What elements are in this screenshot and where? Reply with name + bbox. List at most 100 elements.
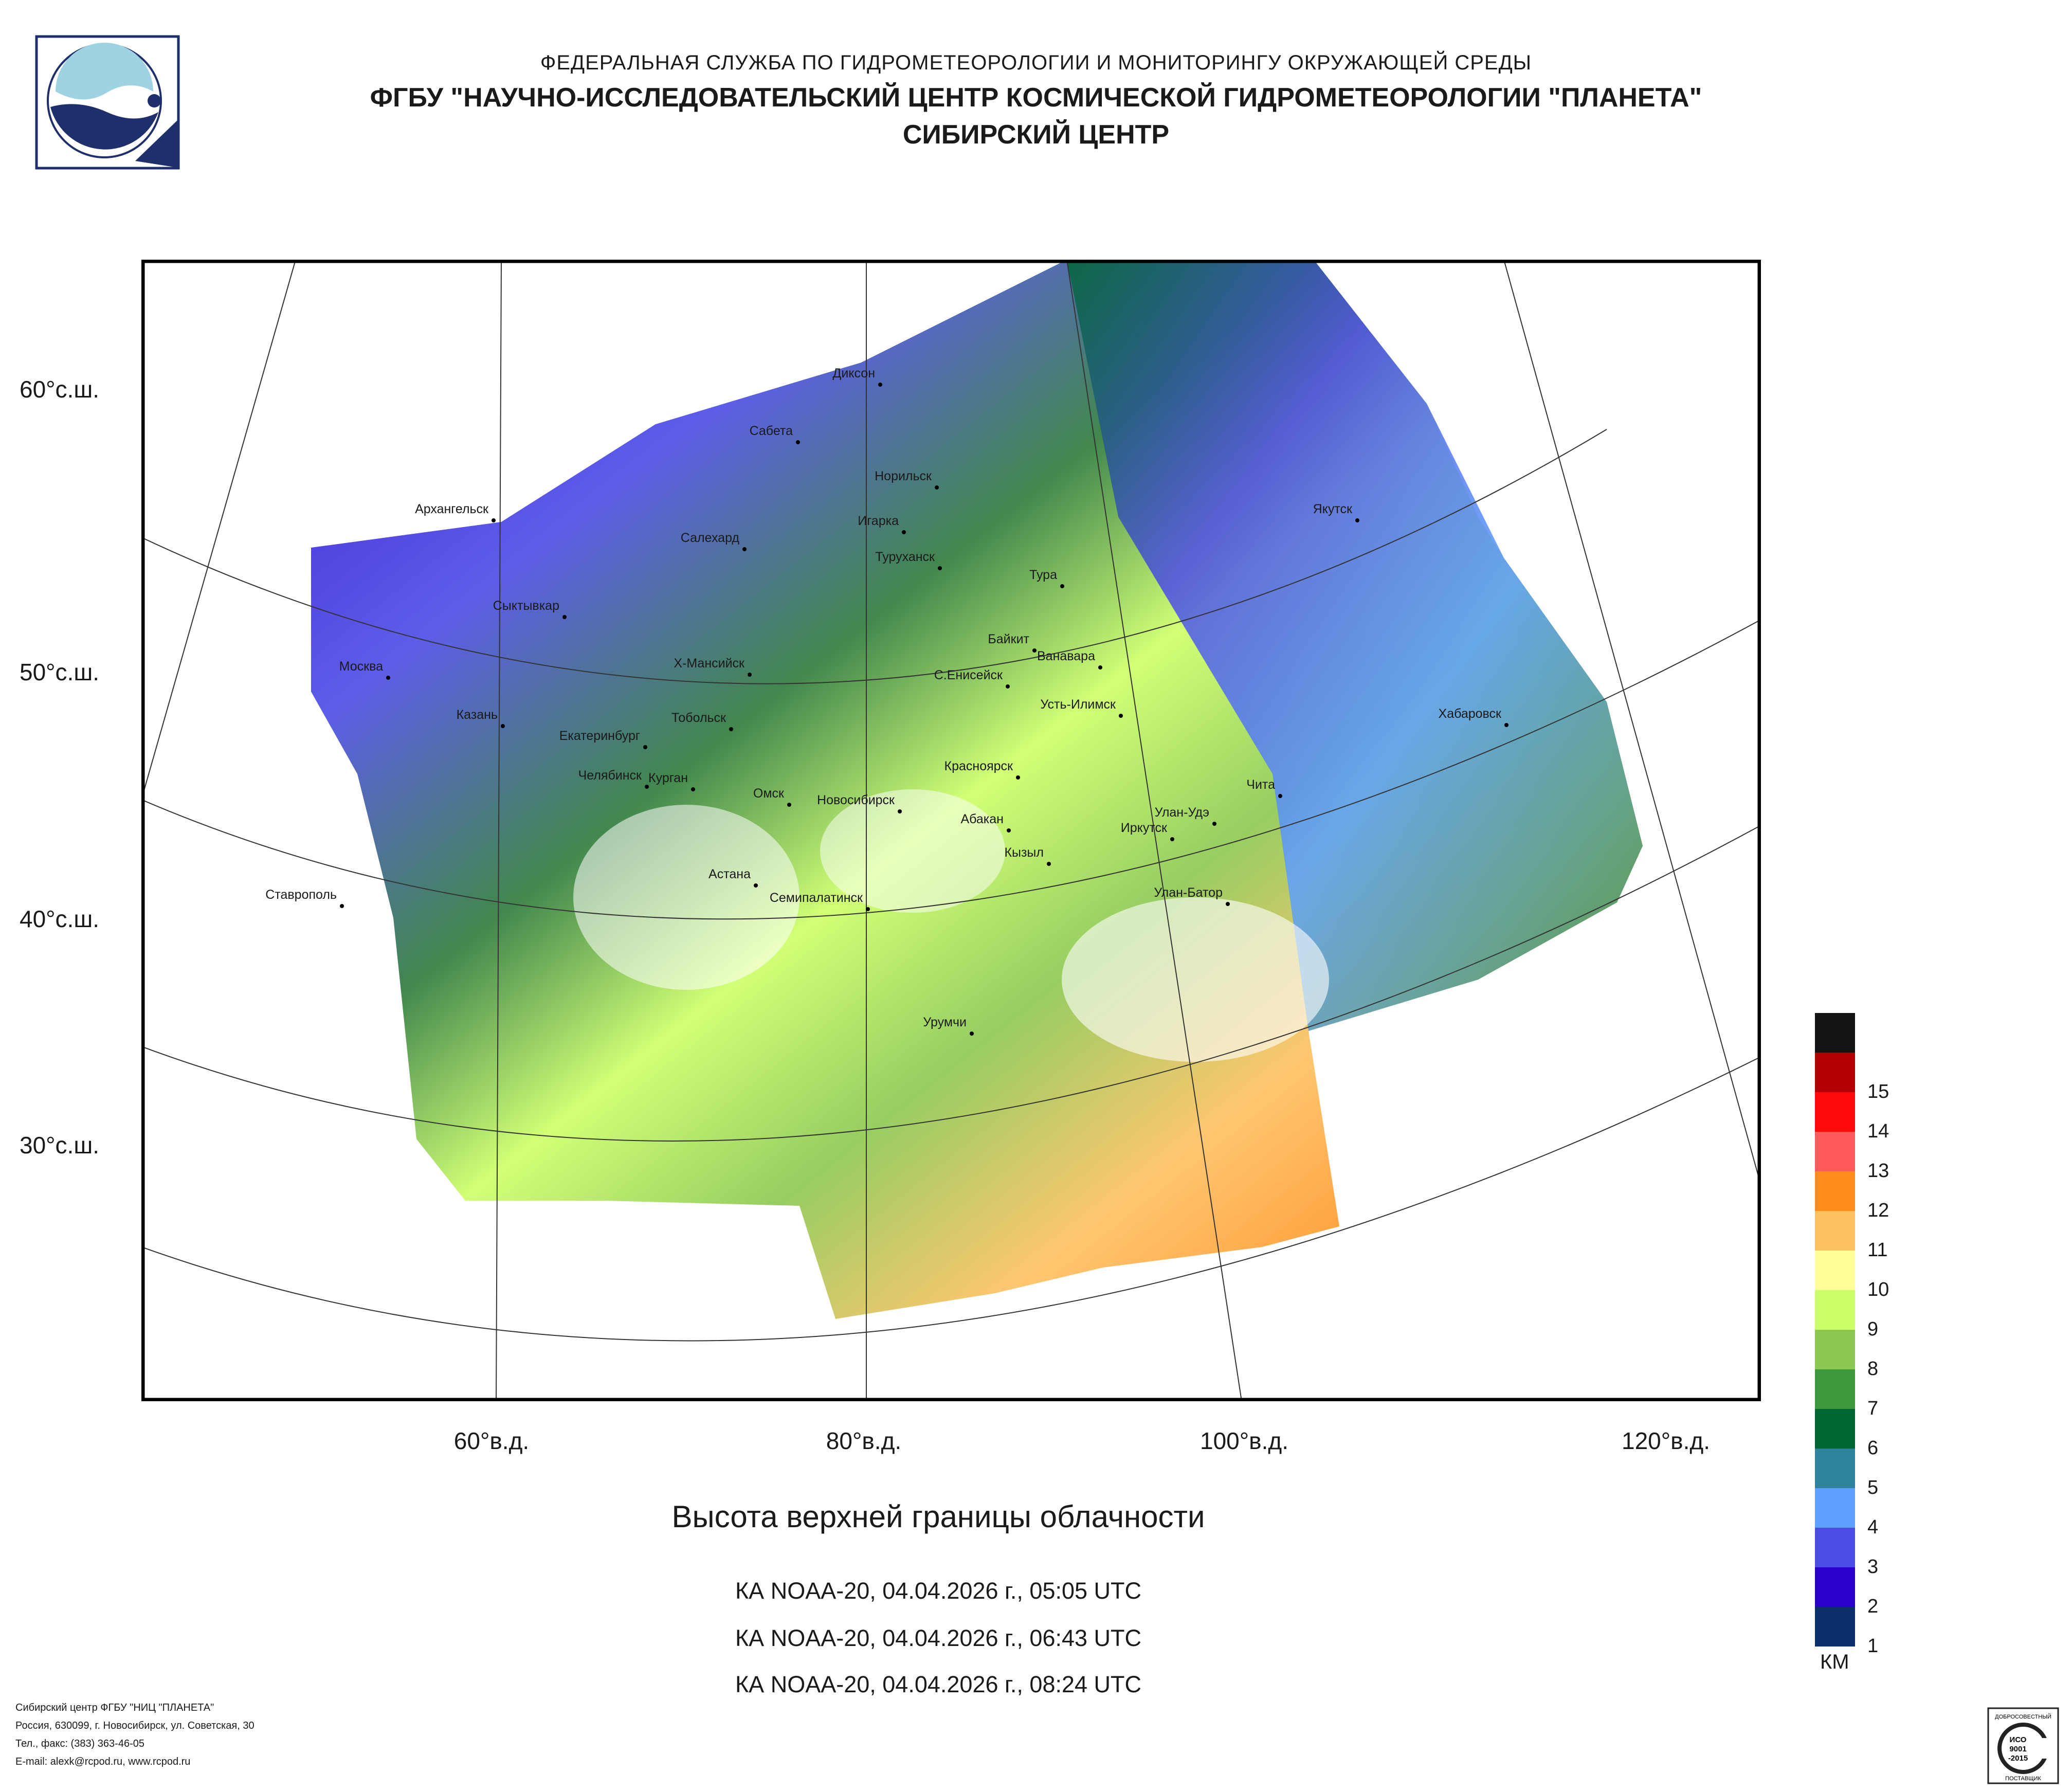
city-label: Красноярск	[944, 759, 1013, 773]
legend-label: 8	[1867, 1358, 1879, 1380]
city-label: Кызыл	[1004, 845, 1044, 860]
legend-swatch	[1815, 1132, 1855, 1171]
city-label: Байкит	[988, 632, 1029, 646]
city-label: Казань	[456, 708, 498, 722]
legend-label: 5	[1867, 1477, 1879, 1498]
city-marker	[754, 883, 758, 888]
city-marker	[748, 673, 752, 677]
city-label: Астана	[708, 867, 751, 881]
city-label: Ставрополь	[265, 888, 337, 902]
legend-label: 10	[1867, 1279, 1889, 1300]
city-marker	[1504, 723, 1508, 727]
legend-label: 13	[1867, 1160, 1889, 1182]
legend-label: 7	[1867, 1398, 1879, 1419]
city-label: Челябинск	[578, 768, 642, 783]
legend-swatch	[1815, 1369, 1855, 1409]
city-label: Тура	[1029, 568, 1057, 582]
lat-label: 50°с.ш.	[20, 659, 100, 685]
legend-label: 6	[1867, 1437, 1879, 1459]
city-label: Х-Мансийск	[674, 656, 744, 671]
city-marker	[1047, 862, 1051, 866]
city-marker	[1212, 822, 1216, 826]
cloud-top-height-map	[141, 260, 1761, 1401]
legend-label: 11	[1867, 1239, 1888, 1261]
institute-line: ФГБУ "НАУЧНО-ИССЛЕДОВАТЕЛЬСКИЙ ЦЕНТР КОС…	[370, 83, 1702, 113]
legend-label: 12	[1867, 1200, 1889, 1221]
legend-swatch	[1815, 1290, 1855, 1330]
city-label: Диксон	[832, 366, 875, 381]
legend-label: 9	[1867, 1318, 1879, 1340]
lon-label: 120°в.д.	[1622, 1427, 1710, 1454]
city-marker	[970, 1032, 974, 1036]
city-marker	[1016, 775, 1020, 780]
city-label: Урумчи	[923, 1015, 967, 1029]
iso-top-text: ДОБРОСОВЕСТНЫЙ	[1995, 1713, 2051, 1720]
city-marker	[386, 676, 390, 680]
lat-label: 40°с.ш.	[20, 906, 100, 932]
city-marker	[643, 745, 647, 749]
satellite-pass: КА NOAA-20, 04.04.2026 г., 08:24 UTC	[735, 1671, 1142, 1697]
footer-phone: Тел., факс: (383) 363-46-05	[15, 1738, 144, 1749]
city-label: Абакан	[960, 812, 1004, 826]
city-marker	[1355, 518, 1359, 522]
city-label: Новосибирск	[817, 793, 895, 807]
city-label: Усть-Илимск	[1040, 697, 1116, 712]
legend-swatch	[1815, 1251, 1855, 1290]
legend-label: 2	[1867, 1596, 1879, 1617]
city-marker	[1119, 714, 1123, 718]
legend-swatch	[1815, 1528, 1855, 1567]
city-marker	[562, 615, 567, 619]
legend-swatch	[1815, 1449, 1855, 1488]
legend-swatch	[1815, 1053, 1855, 1092]
city-marker	[1170, 837, 1174, 841]
footer-address: Россия, 630099, г. Новосибирск, ул. Сове…	[15, 1720, 255, 1731]
city-marker	[1007, 828, 1011, 833]
city-label: Норильск	[875, 469, 932, 483]
city-label: Семипалатинск	[769, 891, 863, 905]
city-label: Туруханск	[875, 550, 935, 564]
legend-swatch	[1815, 1330, 1855, 1369]
city-label: Архангельск	[415, 502, 488, 516]
city-label: Улан-Удэ	[1154, 805, 1209, 820]
legend-swatch	[1815, 1211, 1855, 1251]
city-marker	[898, 809, 902, 813]
legend-swatch	[1815, 1409, 1855, 1449]
city-label: Омск	[753, 786, 784, 801]
center-line: СИБИРСКИЙ ЦЕНТР	[902, 120, 1170, 150]
legend-label: 3	[1867, 1556, 1879, 1578]
city-marker	[691, 787, 695, 791]
city-label: Сабета	[749, 424, 793, 438]
city-label: Курган	[648, 771, 688, 785]
city-marker	[729, 727, 733, 731]
city-marker	[645, 785, 649, 789]
planeta-logo	[35, 35, 180, 170]
city-label: Салехард	[680, 531, 739, 545]
city-marker	[1098, 665, 1102, 670]
city-label: Ванавара	[1037, 649, 1095, 663]
iso-line2: 9001	[2009, 1745, 2026, 1753]
city-marker	[1032, 648, 1037, 653]
footer-org: Сибирский центр ФГБУ "НИЦ "ПЛАНЕТА"	[15, 1702, 214, 1713]
agency-line: ФЕДЕРАЛЬНАЯ СЛУЖБА ПО ГИДРОМЕТЕОРОЛОГИИ …	[540, 51, 1532, 74]
legend-label: 1	[1867, 1635, 1879, 1657]
footer-email: E-mail: alexk@rcpod.ru, www.rcpod.ru	[15, 1756, 191, 1767]
city-label: Игарка	[858, 514, 899, 528]
lon-label: 100°в.д.	[1200, 1427, 1288, 1454]
city-marker	[340, 904, 344, 908]
city-marker	[492, 518, 496, 522]
city-label: Хабаровск	[1438, 707, 1501, 721]
legend-label: 15	[1867, 1081, 1889, 1102]
map-title: Высота верхней границы облачности	[671, 1499, 1205, 1534]
city-label: Улан-Батор	[1154, 885, 1223, 900]
iso-bottom-text: ПОСТАВЩИК	[2005, 1776, 2041, 1782]
city-marker	[1060, 584, 1064, 588]
city-marker	[796, 440, 800, 444]
legend-swatch	[1815, 1013, 1855, 1053]
lat-label: 30°с.ш.	[20, 1132, 100, 1159]
iso-certification-badge: ДОБРОСОВЕСТНЫЙ ИСО 9001 -2015 ПОСТАВЩИК	[1987, 1707, 2059, 1784]
city-label: Тобольск	[671, 711, 726, 725]
city-marker	[742, 547, 747, 551]
satellite-pass: КА NOAA-20, 04.04.2026 г., 05:05 UTC	[735, 1578, 1142, 1604]
iso-line1: ИСО	[2010, 1735, 2027, 1744]
legend-unit: КМ	[1820, 1651, 1849, 1673]
